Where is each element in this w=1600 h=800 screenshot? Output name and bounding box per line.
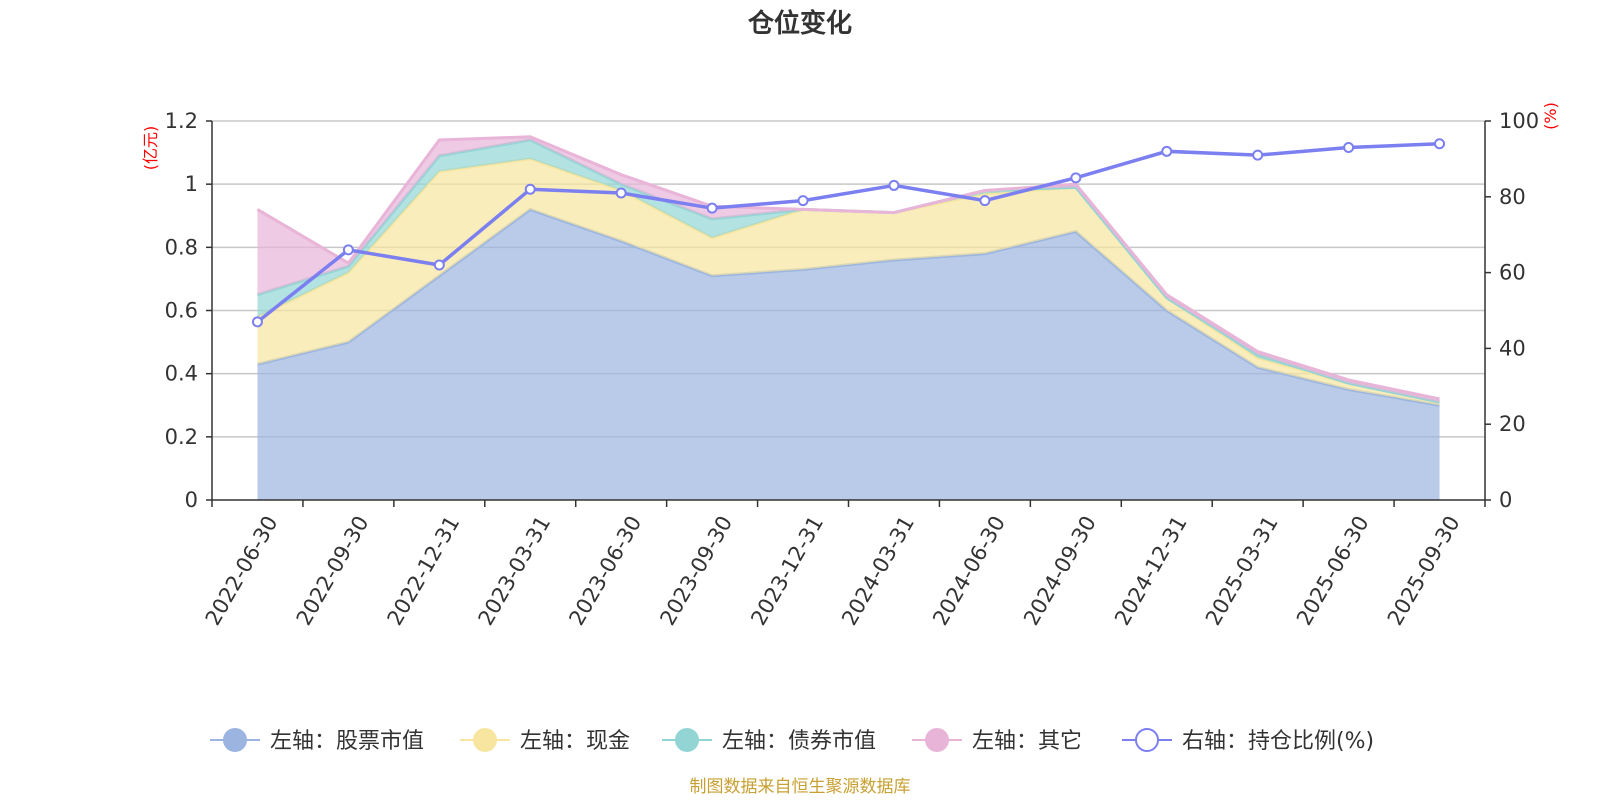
area-2 [257, 158, 1440, 406]
legend-marker [675, 728, 699, 752]
position-ratio-point [1343, 142, 1355, 154]
area-edge-4 [256, 135, 1440, 401]
position-ratio-point [797, 195, 809, 207]
left-axis-tick-label: 0.2 [165, 425, 198, 449]
legend-label: 左轴：债券市值 [722, 729, 876, 754]
legend-marker [223, 728, 247, 752]
position-ratio-point [615, 187, 627, 199]
right-axis-tick-label: 20 [1499, 412, 1526, 436]
position-ratio-point [524, 183, 536, 195]
legend-item-3: 左轴：债券市值 [662, 728, 876, 754]
legend-marker [473, 728, 497, 752]
left-axis-tick-label: 0 [185, 488, 198, 512]
x-axis-tick-label: 2024-09-30 [1019, 512, 1101, 630]
x-axis-tick-label: 2022-06-30 [201, 512, 283, 630]
x-axis-tick-label: 2023-09-30 [655, 512, 737, 630]
position-ratio-point [1434, 138, 1446, 150]
source-note: 制图数据来自恒生聚源数据库 [690, 777, 911, 797]
legend-marker [925, 728, 949, 752]
position-ratio-line [251, 138, 1446, 328]
right-axis-tick-label: 100 [1499, 109, 1539, 133]
position-ratio-point [433, 259, 445, 271]
legend-item-5: 右轴：持仓比例(%) [1122, 728, 1374, 754]
x-axis-tick-label: 2022-12-31 [383, 512, 465, 630]
x-axis-tick-label: 2022-09-30 [292, 512, 374, 630]
right-axis-tick-label: 0 [1499, 488, 1512, 512]
position-ratio-point [1252, 149, 1264, 161]
left-axis-tick-label: 0.6 [165, 299, 198, 323]
right-axis-unit: (%) [1541, 102, 1560, 130]
legend-item-1: 左轴：股票市值 [210, 728, 424, 754]
legend-label: 左轴：现金 [520, 729, 630, 754]
x-axis-tick-label: 2023-06-30 [564, 512, 646, 630]
position-ratio-point [342, 244, 354, 256]
left-axis-tick-label: 0.4 [165, 362, 198, 386]
x-axis-tick-label: 2025-09-30 [1383, 512, 1465, 630]
position-ratio-point [888, 179, 900, 191]
right-axis-tick-label: 80 [1499, 185, 1526, 209]
position-ratio-point [1161, 145, 1173, 157]
legend-item-2: 左轴：现金 [460, 728, 630, 754]
right-axis-tick-label: 40 [1499, 336, 1526, 360]
x-axis-tick-label: 2025-06-30 [1292, 512, 1374, 630]
position-ratio-polyline [256, 141, 1440, 324]
position-ratio-point [706, 202, 718, 214]
x-axis-tick-label: 2024-03-31 [837, 512, 919, 630]
left-axis-tick-label: 1 [185, 172, 198, 196]
x-axis-tick-label: 2023-12-31 [746, 512, 828, 630]
legend: 左轴：股票市值 左轴：现金 左轴：债券市值 左轴：其它 右轴：持仓比例(%) [210, 728, 1374, 754]
stacked-areas [256, 135, 1440, 500]
x-axis-tick-label: 2025-03-31 [1201, 512, 1283, 630]
position-ratio-point [251, 316, 263, 328]
legend-label: 左轴：股票市值 [270, 729, 424, 754]
left-axis-tick-label: 1.2 [165, 109, 198, 133]
position-ratio-point [979, 195, 991, 207]
x-axis-tick-label: 2024-06-30 [928, 512, 1010, 630]
left-axis-unit: (亿元) [141, 126, 160, 171]
legend-label: 左轴：其它 [972, 729, 1082, 754]
legend-marker [1135, 728, 1159, 752]
x-axis-tick-label: 2023-03-31 [474, 512, 556, 630]
position-ratio-point [1070, 172, 1082, 184]
legend-label: 右轴：持仓比例(%) [1182, 729, 1374, 754]
x-axis-tick-label: 2024-12-31 [1110, 512, 1192, 630]
area-1 [257, 209, 1440, 500]
legend-item-4: 左轴：其它 [912, 728, 1082, 754]
chart-title: 仓位变化 [747, 8, 852, 39]
left-axis-tick-label: 0.8 [165, 235, 198, 259]
right-axis-tick-label: 60 [1499, 261, 1526, 285]
